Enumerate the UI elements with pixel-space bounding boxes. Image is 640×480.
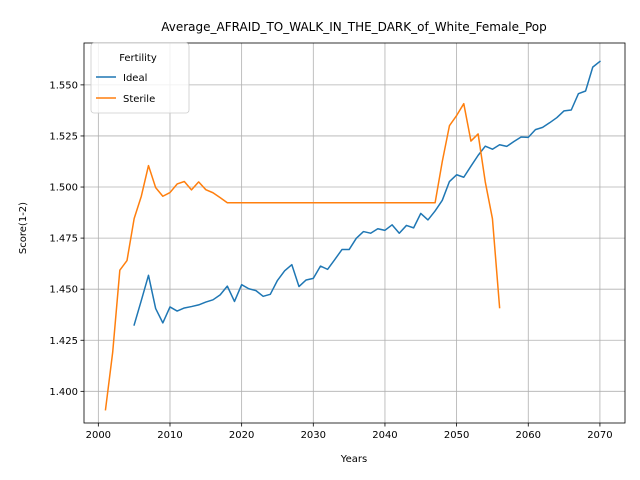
legend-label-sterile: Sterile [123,94,155,105]
axes-frame [83,42,626,424]
series-line-ideal [133,60,601,326]
x-tick-label: 2010 [157,430,182,441]
legend-box [90,42,190,114]
chart-title: Average_AFRAID_TO_WALK_IN_THE_DARK_of_Wh… [161,20,547,34]
legend-title: Fertility [119,53,157,64]
y-tick-label: 1.400 [49,387,78,398]
legend: Fertility Ideal Sterile [90,42,190,114]
x-tick-label: 2040 [372,430,397,441]
x-tick-label: 2060 [516,430,541,441]
y-tick-label: 1.500 [49,183,78,194]
y-tick-label: 1.525 [49,131,78,142]
legend-label-ideal: Ideal [123,73,147,84]
y-tick-label: 1.550 [49,80,78,91]
x-tick-label: 2030 [301,430,326,441]
y-tick-label: 1.450 [49,285,78,296]
x-tick-label: 2020 [229,430,254,441]
x-axis-ticks: 2000 2010 2020 2030 2040 2050 2060 2070 [86,423,613,441]
x-tick-label: 2000 [86,430,111,441]
y-axis-ticks: 1.400 1.425 1.450 1.475 1.500 1.525 1.550 [49,80,84,398]
y-axis-label: Score(1-2) [18,202,29,254]
series-line-sterile [104,102,501,411]
x-tick-label: 2050 [444,430,469,441]
x-axis-label: Years [340,454,367,465]
y-tick-label: 1.425 [49,336,78,347]
x-tick-label: 2070 [587,430,612,441]
plot-series [104,60,601,411]
grid [84,43,625,423]
y-tick-label: 1.475 [49,234,78,245]
